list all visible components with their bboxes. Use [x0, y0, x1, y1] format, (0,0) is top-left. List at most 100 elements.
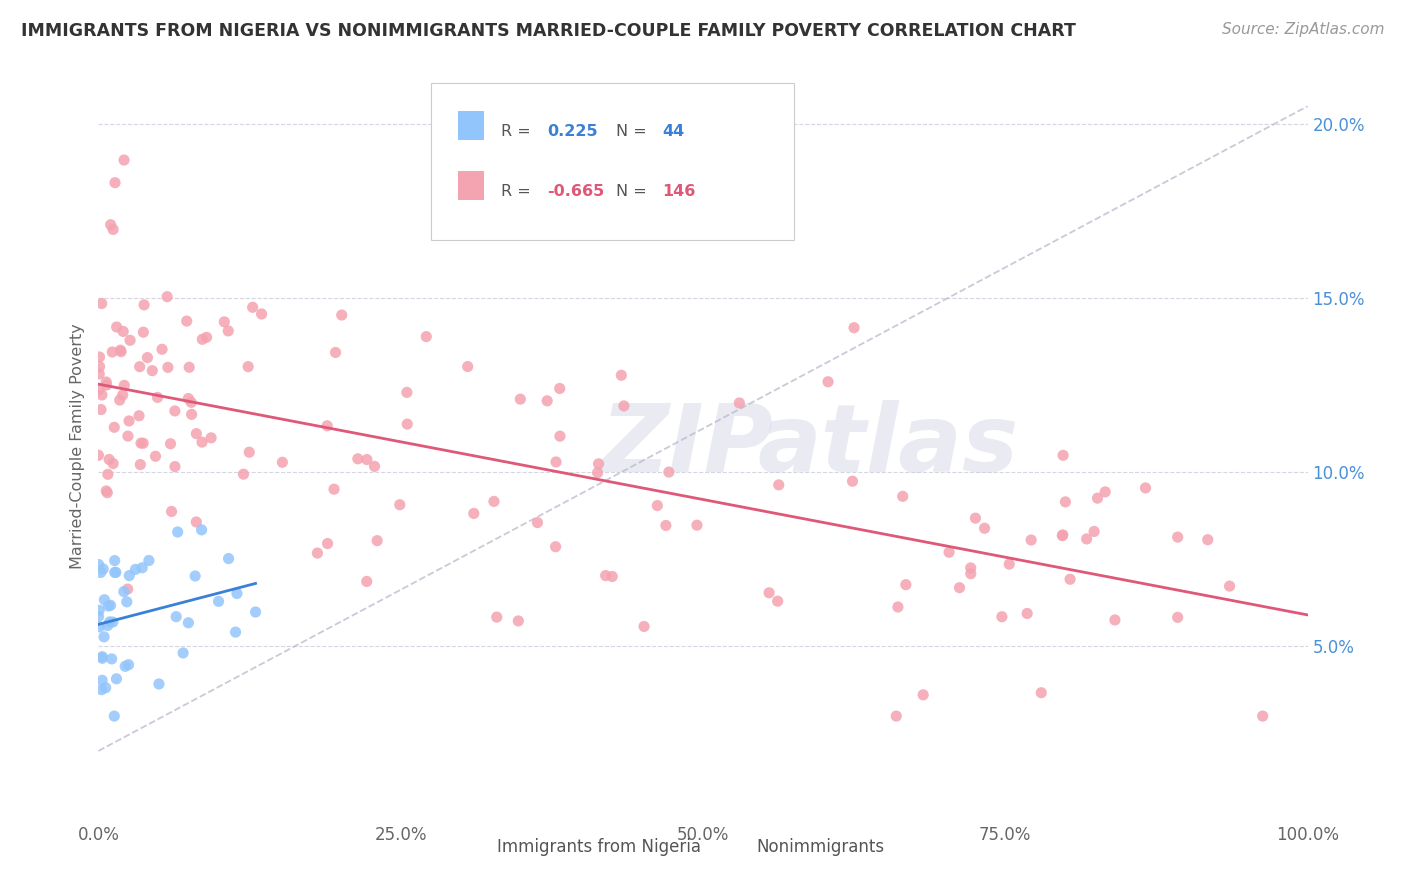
Point: [200, 431, 222, 445]
Point: [101, 222, 124, 236]
Point: [1076, 532, 1098, 546]
Point: [89, 367, 111, 381]
Point: [89, 620, 111, 634]
Point: [93, 592, 115, 607]
Point: [959, 561, 981, 575]
Point: [482, 494, 505, 508]
Text: R =: R =: [501, 124, 536, 139]
Point: [1104, 613, 1126, 627]
FancyBboxPatch shape: [467, 836, 489, 856]
Point: [526, 516, 548, 530]
Point: [91, 673, 114, 688]
Point: [176, 314, 198, 328]
Point: [91, 562, 114, 576]
Point: [595, 568, 617, 582]
Point: [100, 652, 122, 666]
Point: [316, 536, 339, 550]
Point: [160, 504, 183, 518]
Point: [132, 325, 155, 339]
Point: [186, 426, 208, 441]
Point: [1251, 709, 1274, 723]
Point: [124, 562, 146, 576]
Point: [180, 408, 202, 422]
Point: [586, 466, 609, 480]
Point: [108, 393, 131, 408]
Point: [1167, 610, 1189, 624]
Point: [117, 657, 139, 672]
Point: [114, 659, 136, 673]
Point: [613, 399, 636, 413]
Point: [325, 345, 347, 359]
Point: [396, 417, 419, 431]
Point: [610, 368, 633, 383]
Point: [1167, 530, 1189, 544]
Point: [817, 375, 839, 389]
Point: [112, 325, 135, 339]
Point: [87, 558, 110, 572]
Point: [141, 364, 163, 378]
Point: [177, 392, 200, 406]
Point: [1017, 607, 1039, 621]
Point: [115, 595, 138, 609]
Point: [90, 402, 112, 417]
Point: [146, 391, 169, 405]
Point: [356, 452, 378, 467]
Point: [96, 483, 118, 498]
Point: [485, 610, 508, 624]
Point: [120, 333, 142, 347]
Point: [132, 298, 155, 312]
Point: [1135, 481, 1157, 495]
Point: [959, 566, 981, 581]
Point: [894, 577, 917, 591]
Point: [973, 521, 995, 535]
Point: [101, 615, 124, 629]
Point: [100, 218, 122, 232]
Point: [768, 478, 790, 492]
Point: [93, 630, 115, 644]
Point: [145, 449, 167, 463]
Text: IMMIGRANTS FROM NIGERIA VS NONIMMIGRANTS MARRIED-COUPLE FAMILY POVERTY CORRELATI: IMMIGRANTS FROM NIGERIA VS NONIMMIGRANTS…: [21, 22, 1076, 40]
Point: [457, 359, 479, 374]
Point: [104, 176, 127, 190]
Point: [165, 609, 187, 624]
Point: [647, 499, 669, 513]
Point: [90, 566, 112, 580]
Point: [94, 681, 117, 695]
Point: [356, 574, 378, 589]
Point: [728, 396, 751, 410]
Point: [131, 561, 153, 575]
Point: [177, 615, 200, 630]
Point: [207, 594, 229, 608]
Point: [156, 360, 179, 375]
Text: 0.225: 0.225: [547, 124, 598, 139]
Point: [112, 584, 135, 599]
Text: N =: N =: [616, 124, 652, 139]
Point: [117, 429, 139, 443]
Point: [388, 498, 411, 512]
Point: [250, 307, 273, 321]
Point: [366, 533, 388, 548]
Point: [1019, 533, 1042, 547]
Point: [218, 551, 240, 566]
Point: [150, 343, 173, 357]
Text: atlas: atlas: [758, 400, 1019, 492]
Point: [179, 360, 201, 375]
Point: [104, 566, 127, 580]
Point: [965, 511, 987, 525]
Point: [600, 569, 623, 583]
Point: [163, 404, 186, 418]
Point: [1059, 572, 1081, 586]
Point: [544, 540, 567, 554]
Point: [97, 467, 120, 482]
Point: [1087, 491, 1109, 505]
Point: [347, 451, 370, 466]
Point: [112, 378, 135, 392]
Point: [89, 350, 111, 364]
Point: [588, 457, 610, 471]
Point: [110, 344, 132, 359]
Point: [307, 546, 329, 560]
Point: [463, 507, 485, 521]
Point: [101, 457, 124, 471]
Point: [245, 605, 267, 619]
Point: [536, 393, 558, 408]
